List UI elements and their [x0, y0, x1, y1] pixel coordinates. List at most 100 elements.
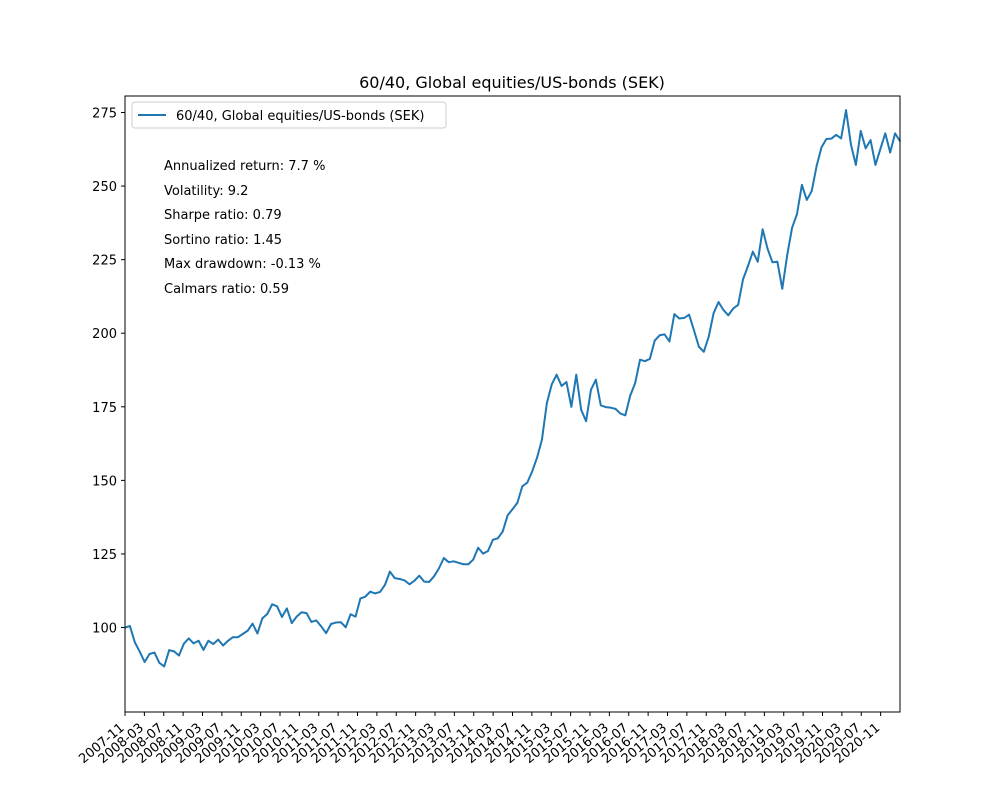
- data-point: [702, 350, 705, 353]
- data-point: [212, 643, 215, 645]
- data-point: [845, 109, 847, 112]
- data-point: [173, 650, 175, 653]
- data-point: [506, 514, 509, 517]
- data-point: [457, 561, 460, 564]
- stat-volatility: Volatility: 9.2: [164, 184, 248, 199]
- data-point: [202, 649, 205, 651]
- data-point: [158, 661, 161, 664]
- data-point: [663, 333, 666, 336]
- data-point: [604, 406, 607, 408]
- data-point: [840, 137, 843, 140]
- data-point: [320, 625, 323, 628]
- data-point: [751, 250, 754, 253]
- data-point: [761, 228, 764, 231]
- data-point: [335, 621, 337, 624]
- data-point: [482, 552, 484, 555]
- data-point: [433, 575, 435, 578]
- data-point: [570, 405, 573, 408]
- data-point: [403, 579, 406, 582]
- data-point: [658, 334, 661, 337]
- data-point: [580, 408, 583, 411]
- y-tick-label: 150: [92, 474, 117, 489]
- data-point: [261, 617, 264, 620]
- data-point: [256, 632, 259, 635]
- data-point: [325, 632, 328, 635]
- data-point: [756, 260, 759, 263]
- data-point: [555, 373, 558, 376]
- data-point: [805, 198, 808, 201]
- data-point: [526, 481, 529, 484]
- data-point: [614, 407, 617, 410]
- data-point: [393, 577, 396, 579]
- data-point: [295, 615, 298, 618]
- y-tick-label: 125: [92, 548, 117, 563]
- data-point: [511, 508, 514, 511]
- data-point: [374, 592, 377, 595]
- data-point: [894, 132, 896, 135]
- data-point: [697, 345, 700, 348]
- data-point: [766, 247, 769, 250]
- data-point: [820, 146, 823, 149]
- data-point: [575, 373, 578, 376]
- data-point: [398, 578, 401, 580]
- y-tick-label: 200: [92, 327, 117, 342]
- data-point: [693, 329, 695, 332]
- data-point: [644, 360, 646, 363]
- data-point: [742, 278, 744, 281]
- data-point: [472, 558, 475, 561]
- data-point: [423, 580, 426, 583]
- data-point: [501, 530, 504, 533]
- data-point: [521, 485, 524, 488]
- data-point: [428, 581, 431, 583]
- data-point: [359, 597, 362, 600]
- data-point: [207, 639, 210, 642]
- data-point: [300, 611, 303, 614]
- legend-label: 60/40, Global equities/US-bonds (SEK): [176, 109, 425, 124]
- data-point: [776, 260, 779, 263]
- data-point: [536, 456, 538, 459]
- data-point: [648, 357, 651, 360]
- data-point: [187, 637, 190, 640]
- data-point: [609, 406, 612, 409]
- data-point: [285, 607, 288, 610]
- data-point: [438, 567, 440, 570]
- data-point: [516, 501, 519, 504]
- data-point: [599, 404, 602, 407]
- data-point: [163, 665, 166, 668]
- data-point: [178, 654, 180, 657]
- data-point: [786, 254, 789, 257]
- data-point: [447, 561, 450, 564]
- data-point: [477, 546, 480, 549]
- data-point: [859, 130, 862, 132]
- data-point: [678, 317, 681, 320]
- plot-series: [124, 109, 901, 668]
- data-point: [717, 301, 720, 303]
- data-point: [639, 358, 641, 361]
- data-point: [850, 143, 852, 146]
- data-point: [491, 538, 494, 541]
- data-point: [771, 261, 774, 264]
- data-point: [418, 574, 421, 577]
- stat-sortino-ratio: Sortino ratio: 1.45: [164, 233, 282, 248]
- data-point: [781, 287, 784, 290]
- data-point: [830, 137, 833, 140]
- data-point: [281, 616, 283, 618]
- data-point: [330, 623, 332, 625]
- data-point: [222, 644, 225, 647]
- data-point: [801, 183, 803, 186]
- data-point: [408, 583, 411, 586]
- legend: 60/40, Global equities/US-bonds (SEK): [131, 101, 447, 129]
- data-point: [442, 557, 445, 559]
- data-point: [496, 537, 499, 540]
- data-point: [796, 213, 798, 215]
- stat-calmars-ratio: Calmars ratio: 0.59: [164, 282, 289, 297]
- data-point: [413, 579, 416, 582]
- data-point: [560, 385, 563, 387]
- data-point: [168, 649, 171, 652]
- data-point: [673, 313, 676, 315]
- data-point: [869, 139, 872, 142]
- stat-annualized-return: Annualized return: 7.7 %: [164, 159, 325, 174]
- data-point: [727, 314, 730, 317]
